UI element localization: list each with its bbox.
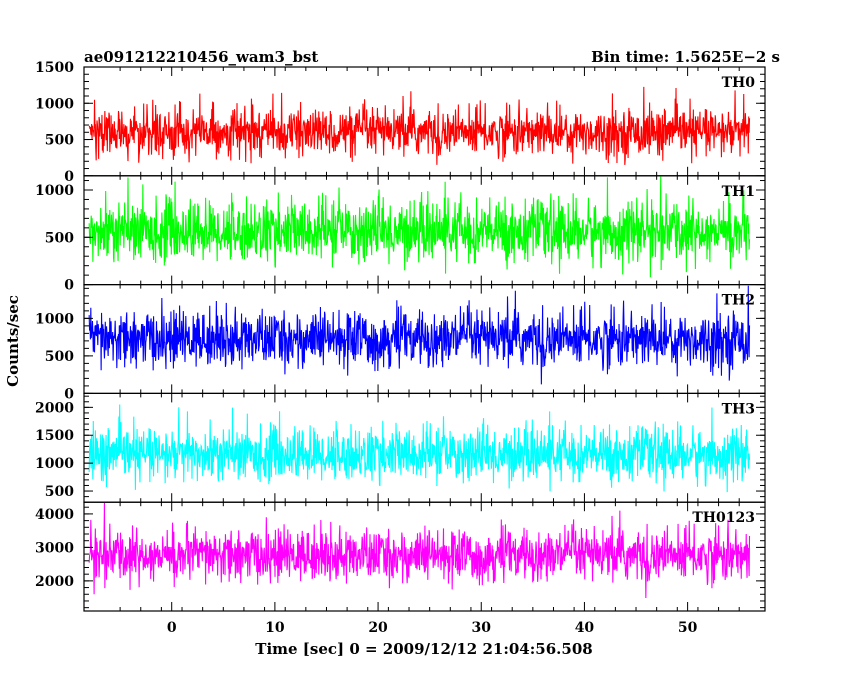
x-tick-label: 10 [265,620,285,636]
y-tick-label: 1000 [35,456,74,472]
panel-th3: 500 1000 1500 2000 TH3 [35,392,766,503]
panel-label-th1: TH1 [722,184,755,200]
y-tick-label: 500 [45,230,74,246]
y-tick-label: 3000 [35,540,74,556]
x-tick-label: 30 [472,620,492,636]
x-tick-label: 0 [167,620,177,636]
panel-label-th0: TH0 [722,75,756,91]
panel-label-th2: TH2 [722,293,755,309]
panel-frame [83,501,766,612]
y-tick-label: 1000 [35,96,74,112]
y-tick-label: 0 [64,386,74,402]
y-tick-label: 0 [64,169,74,185]
panel-label-th0123: TH0123 [692,510,755,526]
x-tick-label: 20 [368,620,388,636]
x-tick-label: 50 [678,620,698,636]
x-axis: 0 10 20 30 40 50 [167,620,698,636]
panels-group: 0 500 1000 1500 TH0 0 500 1000 TH1 0 500 1000 TH2 500… [35,60,766,612]
y-tick-label: 500 [45,484,74,500]
y-tick-label: 0 [64,278,74,294]
series-line-th0 [88,86,751,165]
panel-th1: 0 500 1000 TH1 [35,175,766,294]
x-axis-label: Time [sec] 0 = 2009/12/12 21:04:56.508 [255,640,592,658]
y-tick-label: 1500 [35,428,74,444]
series-line-th3 [88,404,751,493]
x-tick-label: 40 [575,620,595,636]
panel-th0123: 2000 3000 4000 TH0123 [35,501,766,612]
y-tick-label: 500 [45,349,74,365]
y-tick-label: 1000 [35,183,74,199]
y-tick-label: 1000 [35,311,74,327]
panel-th2: 0 500 1000 TH2 [35,284,766,402]
bin-time-label: Bin time: 1.5625E−2 s [591,48,780,66]
y-tick-label: 1500 [35,60,74,76]
y-tick-label: 500 [45,133,74,149]
y-tick-label: 2000 [35,400,74,416]
y-axis-label: Counts/sec [4,295,22,387]
series-line-th2 [88,285,751,385]
panel-th0: 0 500 1000 1500 TH0 [35,60,766,185]
series-line-th0123 [88,502,751,598]
y-tick-label: 2000 [35,574,74,590]
chart-title: ae091212210456_wam3_bst [84,48,318,66]
y-tick-label: 4000 [35,507,74,523]
series-line-th1 [88,175,751,278]
panel-label-th3: TH3 [722,401,755,417]
